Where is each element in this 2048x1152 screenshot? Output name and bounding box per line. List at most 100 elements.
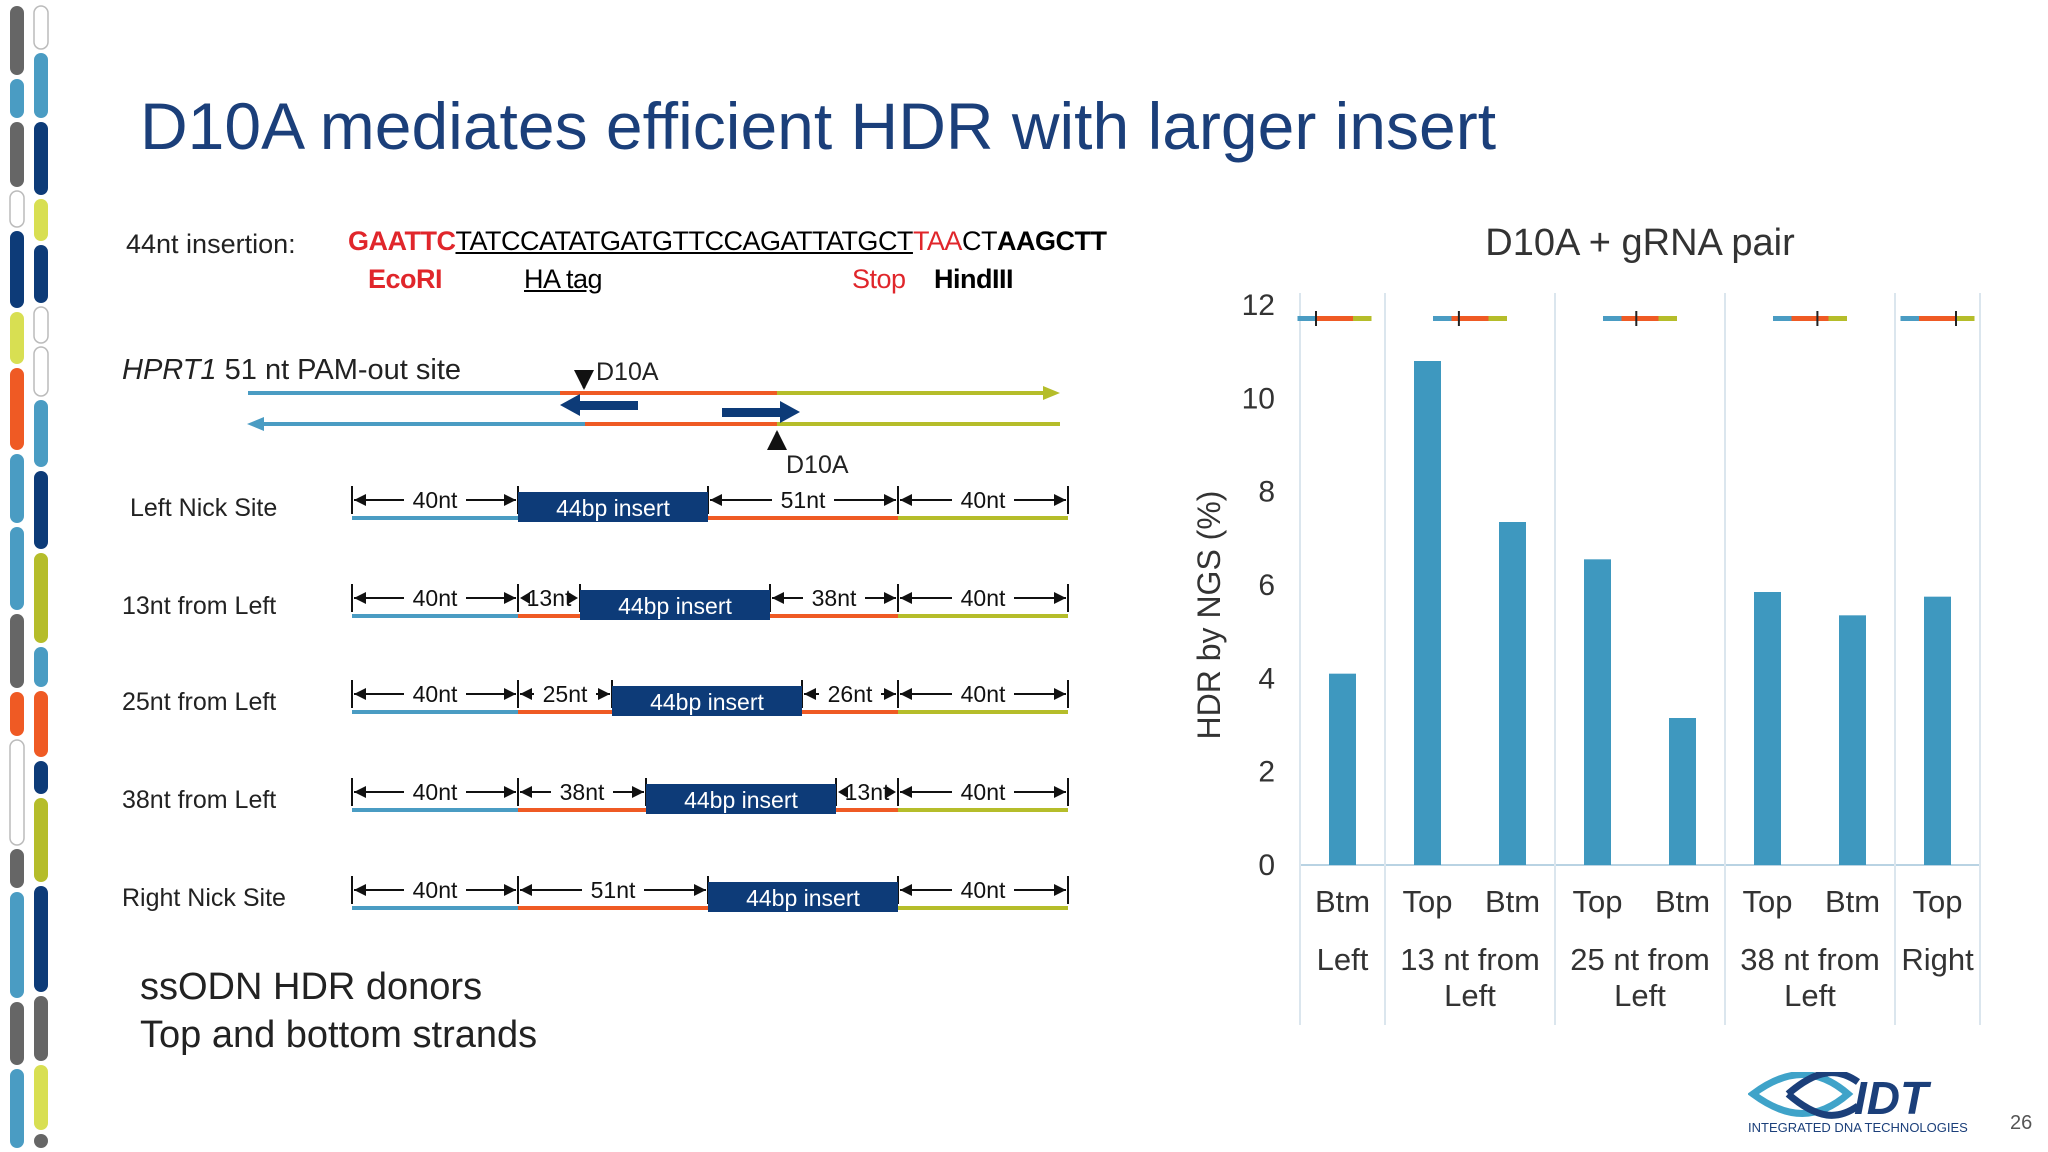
strip-segment xyxy=(10,368,24,450)
strip-segment xyxy=(34,886,48,992)
strip-segment xyxy=(10,312,24,364)
site-description: 51 nt PAM-out site xyxy=(224,354,462,386)
segment-dimension: 40nt xyxy=(897,876,1069,904)
segment-length-label: 26nt xyxy=(828,681,873,707)
bar xyxy=(1584,559,1611,865)
segment-dimension: 40nt xyxy=(897,778,1069,806)
segment-dimension: 13nt xyxy=(517,584,581,612)
strip-segment xyxy=(34,400,48,467)
strip-segment xyxy=(34,199,48,241)
strip-segment xyxy=(34,245,48,303)
insert-box: 44bp insert xyxy=(646,784,836,814)
strip-segment xyxy=(34,798,48,882)
strip-segment xyxy=(10,231,24,308)
y-tick-label: 10 xyxy=(1242,382,1275,415)
segment-length-label: 13nt xyxy=(527,585,572,611)
x-category-label: Top xyxy=(1913,884,1963,919)
mini-strand-icon xyxy=(1603,311,1677,326)
strip-segment xyxy=(33,346,49,397)
segment-length-label: 40nt xyxy=(413,779,458,805)
segment-dimension: 25nt xyxy=(517,680,613,708)
design-rows: 40nt 51nt 40nt 40nt 13nt 38nt 40nt 40nt 25nt 26nt… xyxy=(351,486,1069,910)
insert-box: 44bp insert xyxy=(580,590,770,620)
idt-logo: IDT xyxy=(1748,1072,1932,1122)
insert-box: 44bp insert xyxy=(612,686,802,716)
mini-strand-icon xyxy=(1900,311,1975,326)
x-category-label: Btm xyxy=(1315,884,1370,919)
strip-segment xyxy=(10,692,24,736)
chart-title: D10A + gRNA pair xyxy=(1485,222,1795,264)
y-tick-label: 12 xyxy=(1242,289,1275,322)
ecori-sequence: GAATTC xyxy=(348,226,456,256)
design-row-label: 38nt from Left xyxy=(122,786,277,814)
segment-dimension: 26nt xyxy=(801,680,899,708)
strip-segment xyxy=(34,761,48,794)
segment-length-label: 51nt xyxy=(781,487,826,513)
strip-segment xyxy=(10,527,24,610)
nick-label-bottom: D10A xyxy=(786,451,849,479)
segment-dimension: 40nt xyxy=(351,778,519,806)
ecori-annotation: EcoRI xyxy=(368,264,443,294)
segment-length-label: 25nt xyxy=(543,681,588,707)
page-number: 26 xyxy=(2010,1112,2033,1134)
mini-strand-icon xyxy=(1297,311,1372,326)
segment-dimension: 13nt xyxy=(835,778,899,806)
segment-length-label: 38nt xyxy=(560,779,605,805)
segment-length-label: 40nt xyxy=(961,877,1006,903)
segment-length-label: 40nt xyxy=(961,585,1006,611)
segment-dimension: 38nt xyxy=(517,778,647,806)
strip-segment xyxy=(10,6,24,75)
insert-box: 44bp insert xyxy=(518,492,708,522)
bar xyxy=(1499,522,1526,865)
design-row: 40nt 38nt 13nt 40nt xyxy=(351,778,1069,812)
segment-length-label: 13nt xyxy=(845,779,890,805)
nick-label-top: D10A xyxy=(596,358,659,386)
insert-box: 44bp insert xyxy=(708,882,898,912)
y-tick-label: 2 xyxy=(1258,756,1275,789)
segment-dimension: 51nt xyxy=(517,876,709,904)
segment-length-label: 40nt xyxy=(961,681,1006,707)
strip-segment xyxy=(34,1065,48,1130)
donor-line-2: Top and bottom strands xyxy=(140,1014,538,1056)
strip-segment xyxy=(34,553,48,643)
segment-length-label: 40nt xyxy=(413,585,458,611)
y-tick-label: 0 xyxy=(1258,849,1275,882)
group-label: Left xyxy=(1784,978,1836,1013)
strip-segment xyxy=(34,471,48,549)
strip-segment xyxy=(10,454,24,523)
group-label: Right xyxy=(1901,942,1974,977)
segment-dimension: 40nt xyxy=(351,876,519,904)
ha-tag-sequence: TATCCATATGATGTTCCAGATTATGCT xyxy=(455,226,913,256)
grna-arrow-left xyxy=(560,394,638,416)
strip-segment xyxy=(34,53,48,118)
y-tick-label: 8 xyxy=(1258,476,1275,509)
x-category-label: Btm xyxy=(1485,884,1540,919)
design-row-label: 25nt from Left xyxy=(122,688,277,716)
design-row: 40nt 25nt 26nt 40nt xyxy=(351,680,1069,714)
group-label: Left xyxy=(1444,978,1496,1013)
strip-segment xyxy=(34,691,48,757)
group-label: 25 nt from xyxy=(1570,942,1710,977)
segment-dimension: 38nt xyxy=(769,584,899,612)
strip-segment xyxy=(10,614,24,688)
bar xyxy=(1414,361,1441,865)
strip-segment xyxy=(33,5,49,50)
segment-dimension: 40nt xyxy=(897,486,1069,514)
design-row: 40nt 13nt 38nt 40nt xyxy=(351,584,1069,618)
hindiii-annotation: HindIII xyxy=(934,264,1014,294)
bar xyxy=(1839,615,1866,865)
stop-sequence: TAA xyxy=(912,226,963,256)
strip-segment xyxy=(9,190,25,228)
y-tick-label: 6 xyxy=(1258,569,1275,602)
logo-tagline: INTEGRATED DNA TECHNOLOGIES xyxy=(1748,1120,1968,1135)
group-label: 13 nt from xyxy=(1400,942,1540,977)
x-category-label: Top xyxy=(1573,884,1623,919)
segment-dimension: 51nt xyxy=(707,486,899,514)
design-row-label: 13nt from Left xyxy=(122,592,277,620)
slide-title: D10A mediates efficient HDR with larger … xyxy=(140,89,1497,163)
strip-segment xyxy=(33,306,49,344)
bar xyxy=(1329,673,1356,865)
hdr-bar-chart: D10A + gRNA pair HDR by NGS (%) 0 2 4 6 8 10 12 B… xyxy=(1191,222,1981,1025)
bar xyxy=(1669,718,1696,865)
site-label: HPRT1 51 nt PAM-out site xyxy=(122,354,461,387)
